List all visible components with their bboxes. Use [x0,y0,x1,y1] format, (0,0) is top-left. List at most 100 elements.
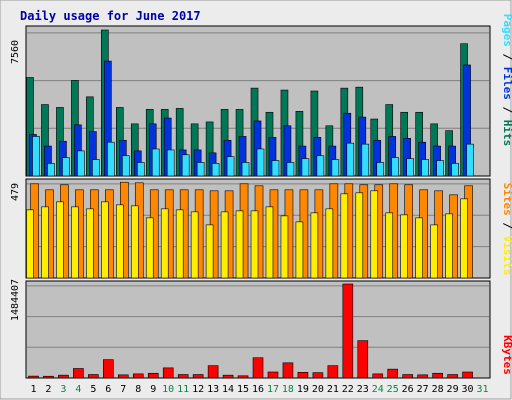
x-tick-label-day-26: 26 [402,384,414,395]
bar-pages-day-19 [301,158,310,177]
bar-kbytes-day-10 [162,367,174,379]
bar-pages-day-6 [107,141,115,177]
bar-pages-day-17 [271,160,280,177]
x-tick-label-day-28: 28 [432,384,444,395]
bar-pages-day-13 [211,163,220,177]
panel-hits-files-pages [25,25,491,177]
bar-pages-day-9 [151,148,160,177]
x-tick-label-day-7: 7 [120,384,126,395]
bar-visits-day-14 [220,211,229,279]
bar-kbytes-day-1 [28,375,39,379]
bar-pages-day-8 [136,162,145,177]
x-tick-label-day-29: 29 [447,384,459,395]
bar-pages-day-12 [196,162,205,177]
x-tick-label-day-8: 8 [135,384,141,395]
bar-kbytes-day-26 [402,374,413,379]
bar-pages-day-11 [181,154,190,177]
bar-pages-day-1 [32,136,40,177]
bar-visits-day-12 [190,211,199,279]
x-tick-label-day-16: 16 [252,384,264,395]
x-tick-label-day-27: 27 [417,384,429,395]
bar-pages-day-7 [122,155,130,177]
bar-pages-day-20 [316,155,325,177]
x-tick-label-day-4: 4 [75,384,81,395]
bar-visits-day-8 [130,205,139,279]
bar-visits-day-22 [340,193,349,279]
bar-pages-day-29 [451,163,459,177]
scale-label-hits: 7560 [10,40,21,64]
x-tick-label-day-18: 18 [282,384,294,395]
bar-visits-day-4 [71,206,79,279]
x-tick-label-day-21: 21 [327,384,339,395]
bar-kbytes-day-30 [462,371,473,379]
legend-hits: Hits [501,120,512,147]
bar-visits-day-23 [355,192,364,279]
bar-visits-day-19 [295,221,304,279]
bar-visits-day-18 [280,215,289,279]
x-tick-label-day-30: 30 [462,384,474,395]
bar-kbytes-day-18 [282,362,294,379]
bar-pages-day-15 [241,162,250,177]
bar-visits-day-21 [325,208,334,279]
legend-sep-3: / [501,216,512,236]
bar-visits-day-17 [265,206,274,279]
x-tick-label-day-24: 24 [372,384,384,395]
bar-visits-day-2 [41,206,49,279]
x-tick-label-day-31: 31 [476,384,488,395]
bar-visits-day-27 [415,217,423,279]
bar-pages-day-26 [406,158,414,177]
x-tick-label-day-2: 2 [45,384,51,395]
bar-kbytes-day-21 [327,365,339,379]
bar-kbytes-day-6 [103,359,114,379]
bar-visits-day-20 [310,212,319,279]
legend-visits: Visits [501,236,512,276]
bar-visits-day-16 [250,210,259,279]
bar-kbytes-day-23 [357,340,369,379]
bar-kbytes-day-7 [118,374,129,379]
bar-visits-day-11 [175,209,184,279]
x-tick-label-day-13: 13 [207,384,219,395]
bar-pages-day-25 [391,157,400,177]
bar-pages-day-2 [47,163,55,177]
x-tick-label-day-15: 15 [237,384,249,395]
bar-kbytes-day-20 [312,372,324,379]
x-tick-label-day-19: 19 [297,384,309,395]
bar-kbytes-day-12 [192,374,204,379]
x-tick-label-day-17: 17 [267,384,279,395]
x-tick-label-day-10: 10 [162,384,174,395]
bar-visits-day-13 [205,224,214,279]
bar-pages-day-28 [436,160,444,177]
bar-pages-day-3 [62,157,70,177]
x-tick-label-day-1: 1 [30,384,36,395]
bar-kbytes-day-25 [387,368,399,379]
x-tick-label-day-9: 9 [150,384,156,395]
panel-sites-visits [25,178,491,279]
x-axis-labels: 1 2 3 4 5 6 7 8 9 10 11 12 13 14 15 16 17 18 19 20 21 22 23 24 2… [30,384,488,395]
bar-visits-day-6 [101,201,109,279]
bar-visits-day-26 [400,214,408,279]
scale-label-kbytes: 1484407 [10,279,21,321]
bar-kbytes-day-4 [73,368,84,379]
bar-visits-day-30 [460,198,468,279]
bar-kbytes-day-13 [207,365,219,379]
bar-kbytes-day-27 [417,374,428,379]
bar-visits-day-3 [56,201,64,279]
bar-kbytes-day-16 [252,357,264,379]
bar-kbytes-day-15 [237,375,249,379]
bar-pages-day-23 [361,143,370,177]
bar-kbytes-day-29 [447,374,458,379]
bar-kbytes-day-22 [342,283,354,379]
x-tick-label-day-23: 23 [357,384,369,395]
bar-visits-day-15 [235,210,244,279]
bar-kbytes-day-2 [43,375,54,379]
bar-kbytes-day-19 [297,372,309,379]
x-tick-label-day-12: 12 [192,384,204,395]
bar-pages-day-30 [466,143,474,177]
legend-hits-files-pages: Pages / Files / Hits [501,14,512,147]
bar-kbytes-day-28 [432,372,443,379]
legend-sites: Sites [501,183,512,216]
bar-kbytes-day-9 [147,372,159,379]
x-tick-label-day-11: 11 [177,384,189,395]
x-tick-label-day-14: 14 [222,384,234,395]
